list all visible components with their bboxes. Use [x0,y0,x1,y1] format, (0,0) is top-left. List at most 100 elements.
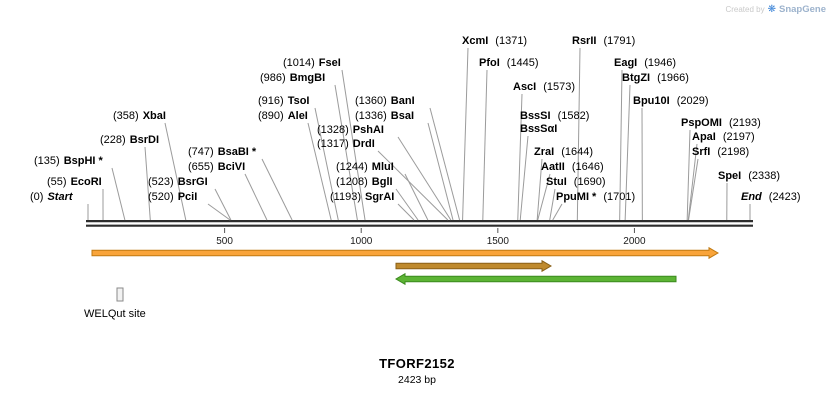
leader-line-btgzi [624,84,631,221]
cut-position: (916) [258,95,284,107]
enzyme-name: FseI [318,57,341,69]
enzyme-name: ZraI [534,146,555,158]
leader-line-bani [429,107,461,221]
leader-line-pspomi [686,129,691,221]
inner-forward-arrow [395,259,552,273]
enzyme-name: XbaI [142,110,166,122]
enzyme-name: AatII [541,161,565,173]
cut-position: (2423) [768,191,801,203]
cut-position: (1193) [330,191,361,203]
enzyme-name: BtgZI [622,72,651,84]
watermark-brand: SnapGene [779,4,826,15]
leader-line-bsrgi [214,188,232,221]
enzyme-name: EagI [614,57,638,69]
cut-position: (228) [100,134,126,146]
leader-line-stui [549,188,556,221]
watermark-created-by: Created by [725,5,765,14]
site-label-bani: (1360) BanI [355,95,415,108]
enzyme-name: ApaI [692,131,716,143]
site-label-pfoi: PfoI (1445) [479,57,539,70]
site-label-bsssi: BssSI (1582) BssSαI [520,110,589,136]
site-label-asci: AscI (1573) [513,81,575,94]
cut-position: (890) [258,110,284,122]
forward-orf-arrow [91,246,719,260]
site-label-bcivi: (655) BciVI [188,161,245,174]
site-label-bgli: (1208) BglI [336,176,393,189]
cut-position: (2193) [728,117,761,129]
enzyme-name: StuI [546,176,567,188]
site-label-pshai: (1328) PshAI [317,124,384,137]
enzyme-name: RsrII [572,35,597,47]
leader-line-pshai [397,136,452,221]
enzyme-name: PfoI [479,57,500,69]
site-label-bpu10i: Bpu10I (2029) [633,95,708,108]
enzyme-name: AscI [513,81,537,93]
cut-position: (1966) [657,72,689,84]
enzyme-name: BssSαI [520,123,558,135]
cut-position: (986) [260,72,286,84]
site-label-rsrii: RsrII (1791) [572,35,635,48]
leader-line-pcii [207,203,231,221]
leader-line-xcmi [462,47,469,221]
cut-position: (135) [34,155,60,167]
enzyme-name: BglI [371,176,393,188]
enzyme-name: DrdI [352,138,375,150]
site-label-end: End (2423) [741,191,801,204]
site-label-mlui: (1244) MluI [336,161,394,174]
cut-position: (1244) [336,161,368,173]
cut-position: (1690) [573,176,606,188]
leader-line-bsai [427,122,454,221]
site-label-bsrgi: (523) BsrGI [148,176,208,189]
leader-line-bsssi [519,135,529,221]
cut-position: (1701) [603,191,636,203]
enzyme-name: AleI [287,110,308,122]
cut-position: (1946) [644,57,677,69]
enzyme-name: End [741,191,762,203]
site-label-apai: ApaI (2197) [692,131,755,144]
leader-line-ppumi [552,203,563,221]
enzyme-name: BsaI [390,110,415,122]
enzyme-name: PciI [177,191,198,203]
site-label-ecori: (55) EcoRI [47,176,102,189]
cut-position: (1582) [557,110,590,122]
leader-line-srfi [688,158,699,221]
leader-line-xbai [164,122,187,221]
snapgene-logo-icon: ❋ [767,3,776,15]
watermark: Created by ❋ SnapGene [725,4,826,15]
ruler-tick-label: 2000 [623,236,646,247]
enzyme-name: SgrAI [364,191,395,203]
site-label-bsphi: (135) BspHI * [34,155,103,168]
leader-line-bcivi [244,173,268,221]
site-label-ppumi: PpuMI * (1701) [556,191,635,204]
cut-position: (1445) [506,57,539,69]
ruler-tick-label: 1000 [350,236,373,247]
cut-position: (1791) [603,35,636,47]
leader-line-bgli [395,188,419,221]
enzyme-name: BspHI * [63,155,103,167]
enzyme-name: BssSI [520,110,551,122]
enzyme-name: BsaBI * [217,146,257,158]
cut-position: (520) [148,191,174,203]
cut-position: (0) [30,191,44,203]
site-label-drdi: (1317) DrdI [317,138,375,151]
site-label-pcii: (520) PciI [148,191,197,204]
enzyme-name: BmgBI [289,72,326,84]
cut-position: (2198) [717,146,750,158]
cut-position: (1317) [317,138,349,150]
enzyme-name: BsrDI [129,134,160,146]
site-label-aatii: AatII (1646) [541,161,604,174]
cut-position: (1336) [355,110,387,122]
leader-line-bsrdi [144,146,151,221]
cut-position: (358) [113,110,139,122]
leader-line-fsei [341,69,366,221]
site-label-bmgbi: (986) BmgBI [260,72,325,85]
leader-line-sgrai [397,203,415,221]
reverse-arrow [395,272,677,286]
cut-position: (1208) [336,176,368,188]
enzyme-name: BanI [390,95,415,107]
enzyme-name: MluI [371,161,394,173]
site-label-fsei: (1014) FseI [283,57,341,70]
leader-line-rsrii [576,47,581,221]
leader-line-alei [307,122,332,221]
